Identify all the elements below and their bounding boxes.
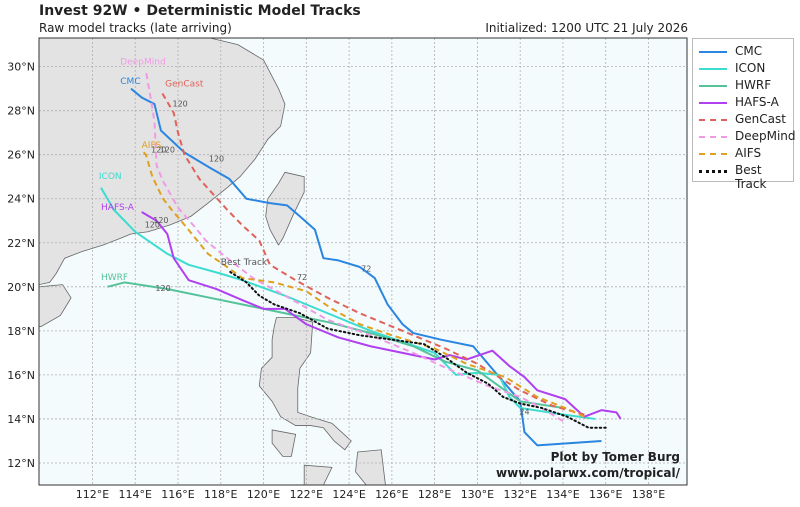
legend-swatch xyxy=(699,170,727,173)
forecast-hour-label: 72 xyxy=(297,273,307,282)
legend: CMC ICON HWRF HAFS-A GenCast DeepMind AIFS Best… xyxy=(692,38,796,191)
legend-label: ICON xyxy=(735,61,766,75)
lon-tick-label: 114°E xyxy=(119,488,152,501)
legend-item-hwrf: HWRF xyxy=(693,77,793,95)
legend-swatch xyxy=(699,51,727,53)
lat-tick-label: 16°N xyxy=(7,369,35,382)
forecast-hour-label: 120 xyxy=(145,220,160,229)
legend-item-hafs-a: HAFS-A xyxy=(693,94,793,112)
lon-tick-label: 126°E xyxy=(375,488,408,501)
legend-label: HWRF xyxy=(735,78,772,92)
legend-label: AIFS xyxy=(735,146,762,160)
legend-item-best-track: Best Track xyxy=(693,162,793,191)
forecast-hour-label: 120 xyxy=(153,216,168,225)
forecast-hour-label: 120 xyxy=(151,146,166,155)
land-luzon xyxy=(258,317,352,451)
legend-swatch xyxy=(699,102,727,104)
forecast-hour-label: 120 xyxy=(209,154,224,163)
legend-label: Best Track xyxy=(735,163,767,191)
page-title: Invest 92W • Deterministic Model Tracks xyxy=(39,3,361,19)
lon-tick-label: 136°E xyxy=(589,488,622,501)
lon-tick-label: 116°E xyxy=(161,488,194,501)
track-gencast xyxy=(160,90,585,416)
legend-item-gencast: GenCast xyxy=(693,111,793,129)
track-name-label: DeepMind xyxy=(120,57,165,67)
track-deepmind xyxy=(144,70,564,422)
lat-tick-label: 22°N xyxy=(7,237,35,250)
lat-tick-label: 20°N xyxy=(7,281,35,294)
land-taiwan xyxy=(265,171,305,246)
track-hafs-a xyxy=(141,211,622,420)
axis-ticks: 112°E 114°E 116°E 118°E 120°E 122°E 124°E 126°E… xyxy=(7,61,665,501)
land-hainan xyxy=(39,284,72,327)
track-name-label: HAFS-A xyxy=(101,203,135,213)
track-name-label: AIFS xyxy=(142,141,162,151)
lon-tick-label: 120°E xyxy=(247,488,280,501)
credit-url: www.polarwx.com/tropical/ xyxy=(496,466,680,480)
legend-swatch xyxy=(699,136,727,138)
track-name-label: GenCast xyxy=(165,79,204,89)
legend-swatch xyxy=(699,85,727,87)
credit-author: Plot by Tomer Burg xyxy=(550,450,680,464)
lon-tick-label: 128°E xyxy=(418,488,451,501)
legend-item-aifs: AIFS xyxy=(693,145,793,163)
legend-swatch xyxy=(699,119,727,121)
lat-tick-label: 18°N xyxy=(7,325,35,338)
legend-item-icon: ICON xyxy=(693,60,793,78)
lat-tick-label: 30°N xyxy=(7,61,35,74)
forecast-hour-label: 120 xyxy=(155,284,170,293)
track-labels: CMC 24 72 120 ICON 120 HWRF 120 HAFS-A 120 GenCast… xyxy=(99,57,530,416)
lon-tick-label: 138°E xyxy=(632,488,665,501)
track-best-track xyxy=(228,270,607,429)
lon-tick-label: 134°E xyxy=(546,488,579,501)
legend-swatch xyxy=(699,68,727,70)
legend-item-deepmind: DeepMind xyxy=(693,128,796,146)
lat-tick-label: 26°N xyxy=(7,149,35,162)
lon-tick-label: 112°E xyxy=(76,488,109,501)
forecast-hour-label: 120 xyxy=(173,99,188,108)
land-samar xyxy=(355,449,386,485)
land-panay xyxy=(303,464,333,485)
track-aifs xyxy=(140,149,585,418)
lat-tick-label: 24°N xyxy=(7,193,35,206)
legend-item-cmc: CMC xyxy=(693,43,793,61)
track-name-label: Best Track xyxy=(221,258,268,268)
land-layer xyxy=(39,38,386,485)
forecast-hour-label: 120 xyxy=(160,146,175,155)
legend-label: DeepMind xyxy=(735,129,796,143)
track-name-label: HWRF xyxy=(101,273,128,283)
lon-tick-label: 118°E xyxy=(204,488,237,501)
legend-label: CMC xyxy=(735,44,763,58)
legend-label: HAFS-A xyxy=(735,95,779,109)
track-name-label: ICON xyxy=(99,172,122,182)
land-mindoro xyxy=(271,429,297,457)
lon-tick-label: 122°E xyxy=(290,488,323,501)
lon-tick-label: 130°E xyxy=(461,488,494,501)
model-tracks xyxy=(100,70,622,447)
initialized-time: Initialized: 1200 UTC 21 July 2026 xyxy=(485,21,688,35)
forecast-hour-label: 72 xyxy=(361,264,371,273)
page-subtitle: Raw model tracks (late arriving) xyxy=(39,21,232,35)
track-name-label: CMC xyxy=(120,77,140,87)
land-china xyxy=(39,38,286,286)
track-icon xyxy=(100,187,596,420)
forecast-hour-label: 24 xyxy=(519,408,529,417)
legend-swatch xyxy=(699,153,727,155)
legend-label: GenCast xyxy=(735,112,786,126)
lon-tick-label: 132°E xyxy=(503,488,536,501)
lat-tick-label: 28°N xyxy=(7,105,35,118)
lon-tick-label: 124°E xyxy=(332,488,365,501)
lat-tick-label: 14°N xyxy=(7,413,35,426)
map-frame xyxy=(38,37,688,486)
lat-tick-label: 12°N xyxy=(7,457,35,470)
